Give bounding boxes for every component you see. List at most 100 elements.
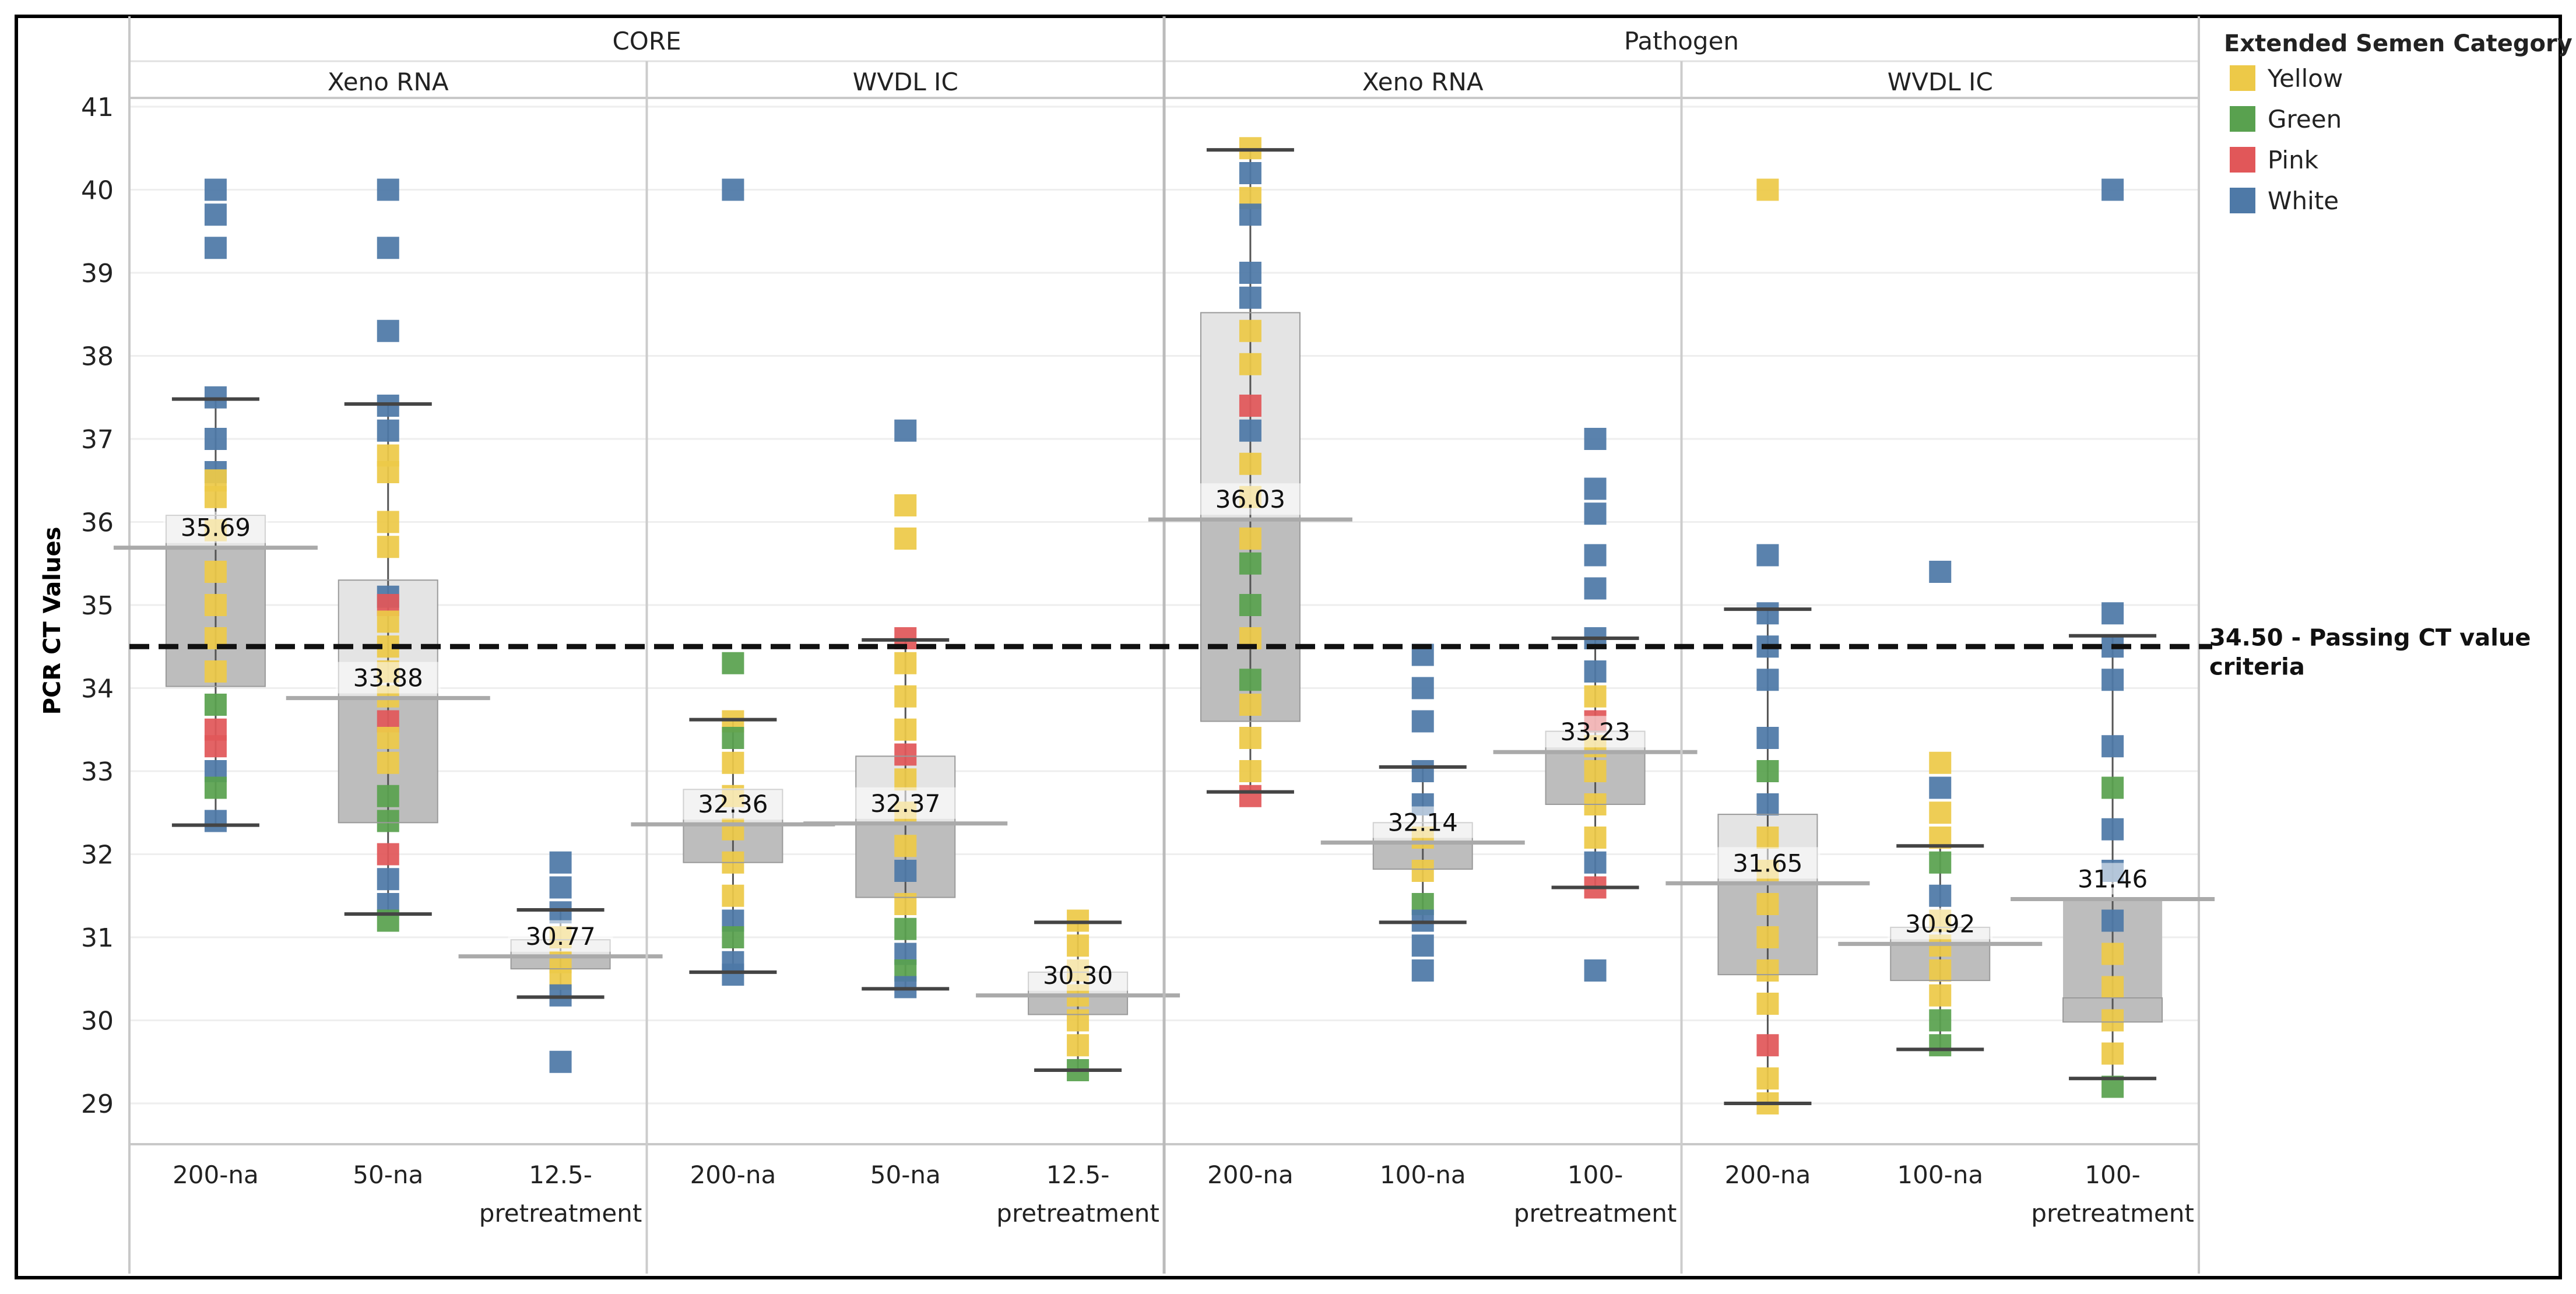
- data-point-yellow: [894, 494, 917, 516]
- data-point-yellow: [894, 768, 917, 791]
- data-point-white: [1584, 477, 1607, 500]
- median-label: 33.23: [1560, 718, 1630, 746]
- data-point-yellow: [1067, 934, 1090, 957]
- data-point-white: [549, 901, 572, 924]
- median-label: 31.65: [1732, 849, 1802, 877]
- data-point-yellow: [2101, 1042, 2124, 1065]
- category-label: 100-na: [1380, 1161, 1466, 1189]
- group-header-core: CORE: [612, 27, 681, 55]
- legend-swatch-white: [2230, 188, 2255, 213]
- data-point-white: [722, 178, 744, 201]
- box-outline: [1717, 814, 1818, 976]
- y-tick-label: 34: [81, 674, 114, 704]
- data-point-white: [1756, 669, 1779, 691]
- data-point-green: [204, 694, 227, 716]
- data-point-yellow: [2101, 976, 2124, 998]
- data-point-white: [549, 851, 572, 874]
- data-point-green: [1239, 594, 1261, 616]
- data-point-yellow: [377, 461, 399, 483]
- median-label-bg: [853, 787, 958, 819]
- y-tick-label: 32: [81, 841, 114, 870]
- data-point-white: [1411, 710, 1434, 733]
- data-point-white: [1929, 561, 1952, 583]
- legend-label-green: Green: [2268, 105, 2342, 133]
- category-label: 100-pretreatment: [1514, 1161, 1677, 1228]
- data-point-yellow: [1239, 319, 1261, 342]
- data-point-white: [2101, 669, 2124, 691]
- data-point-white: [204, 203, 227, 226]
- data-point-pink: [204, 735, 227, 758]
- panel-header: Xeno RNA: [1362, 68, 1484, 96]
- data-point-white: [1756, 727, 1779, 749]
- data-point-white: [204, 428, 227, 450]
- data-point-white: [1584, 660, 1607, 683]
- data-point-yellow: [1756, 178, 1779, 201]
- data-point-white: [1239, 286, 1261, 309]
- data-point-yellow: [1239, 528, 1261, 550]
- data-point-yellow: [1239, 694, 1261, 716]
- data-point-white: [1411, 760, 1434, 782]
- category-label: 200-na: [1207, 1161, 1294, 1189]
- data-point-white: [1584, 428, 1607, 450]
- data-point-yellow: [722, 884, 744, 907]
- median-label-bg: [2060, 863, 2166, 895]
- category-label: 200-na: [690, 1161, 776, 1189]
- data-point-yellow: [1756, 993, 1779, 1015]
- data-point-white: [204, 810, 227, 832]
- data-point-white: [1411, 677, 1434, 699]
- data-point-yellow: [1067, 1034, 1090, 1057]
- data-point-white: [1239, 419, 1261, 442]
- reference-line-label: 34.50 - Passing CT value: [2209, 624, 2531, 651]
- median-label-bg: [1025, 959, 1131, 991]
- category-label: 100-pretreatment: [2031, 1161, 2194, 1228]
- y-tick-label: 39: [81, 259, 114, 289]
- median-label-bg: [1542, 716, 1648, 748]
- legend-swatch-yellow: [2230, 65, 2255, 91]
- data-point-green: [1929, 1009, 1952, 1032]
- legend-label-pink: Pink: [2268, 146, 2319, 174]
- data-point-yellow: [377, 536, 399, 558]
- data-point-white: [1756, 793, 1779, 815]
- data-point-yellow: [1929, 984, 1952, 1007]
- median-label-bg: [1197, 483, 1303, 515]
- category-label: 100-na: [1897, 1161, 1983, 1189]
- data-point-green: [1929, 851, 1952, 874]
- panel-header: Xeno RNA: [328, 68, 449, 96]
- data-point-yellow: [377, 511, 399, 533]
- data-point-green: [1239, 552, 1261, 575]
- data-point-yellow: [1584, 760, 1607, 782]
- data-point-green: [722, 727, 744, 749]
- data-point-white: [204, 237, 227, 259]
- data-point-pink: [1756, 1034, 1779, 1057]
- y-tick-label: 40: [81, 176, 114, 206]
- data-point-green: [1929, 1034, 1952, 1057]
- median-label: 30.92: [1905, 909, 1975, 938]
- data-point-white: [1584, 959, 1607, 982]
- category-label: 200-na: [173, 1161, 259, 1189]
- data-point-yellow: [377, 727, 399, 749]
- data-point-yellow: [894, 652, 917, 674]
- data-point-white: [1411, 934, 1434, 957]
- reference-line-label-line2: criteria: [2209, 653, 2305, 680]
- data-point-yellow: [1929, 959, 1952, 982]
- data-point-green: [377, 785, 399, 807]
- data-point-white: [1239, 203, 1261, 226]
- data-point-white: [1756, 602, 1779, 625]
- data-point-white: [1239, 162, 1261, 184]
- data-point-pink: [1239, 395, 1261, 417]
- data-point-yellow: [722, 818, 744, 841]
- data-point-yellow: [1929, 751, 1952, 774]
- median-label: 32.14: [1388, 808, 1458, 837]
- data-point-white: [1756, 544, 1779, 567]
- category-label: 50-na: [870, 1161, 941, 1189]
- data-point-green: [722, 926, 744, 948]
- data-point-white: [1239, 262, 1261, 284]
- data-point-yellow: [1756, 1067, 1779, 1090]
- legend-swatch-green: [2230, 106, 2255, 132]
- legend-swatch-pink: [2230, 147, 2255, 173]
- median-label: 35.69: [181, 514, 251, 542]
- y-tick-label: 30: [81, 1007, 114, 1036]
- y-tick-label: 37: [81, 425, 114, 455]
- data-point-yellow: [1239, 760, 1261, 782]
- data-point-white: [894, 419, 917, 442]
